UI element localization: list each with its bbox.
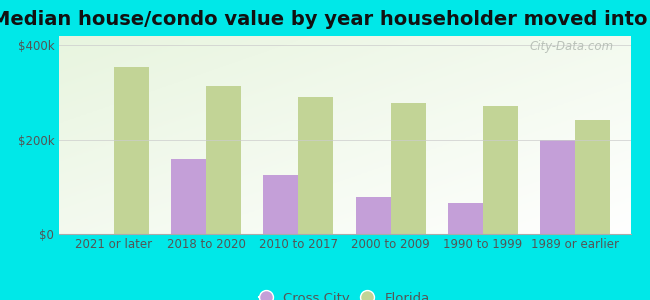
Text: City-Data.com: City-Data.com: [529, 40, 614, 53]
Bar: [263, 175, 298, 234]
Bar: [540, 140, 575, 234]
Bar: [114, 67, 149, 234]
Bar: [171, 159, 206, 234]
Bar: [448, 203, 483, 234]
Bar: [483, 106, 518, 234]
Bar: [206, 85, 241, 234]
Bar: [356, 197, 391, 234]
Title: Median house/condo value by year householder moved into unit: Median house/condo value by year househo…: [0, 10, 650, 29]
Bar: [575, 120, 610, 234]
Legend: Cross City, Florida: Cross City, Florida: [254, 286, 435, 300]
Bar: [298, 97, 333, 234]
Bar: [391, 103, 426, 234]
